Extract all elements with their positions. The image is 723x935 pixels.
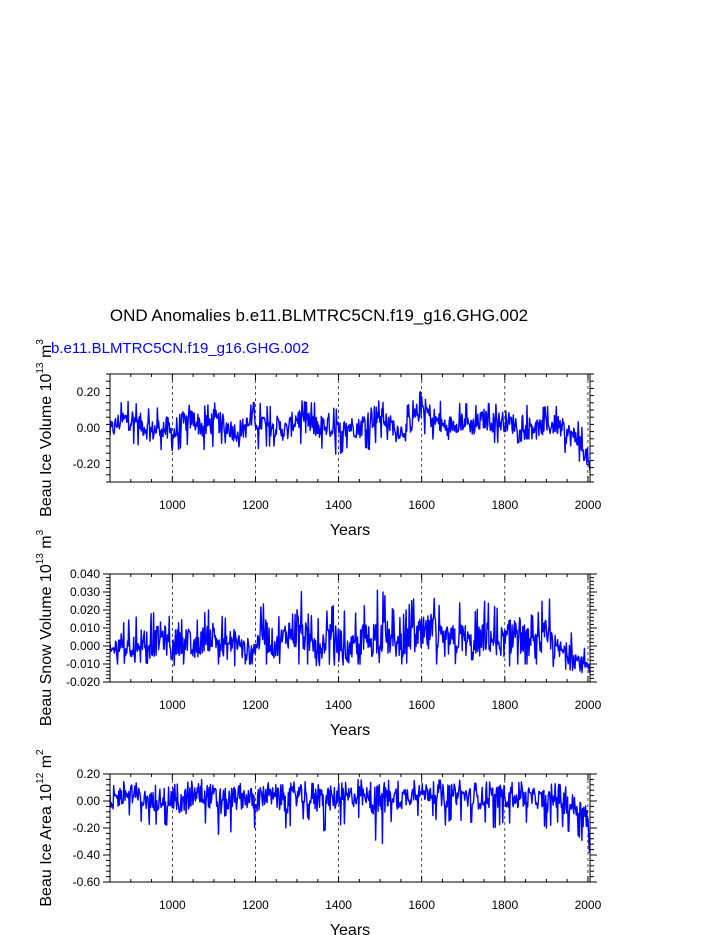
x-axis-label: Years [330, 922, 370, 935]
series-run-label: b.e11.BLMTRC5CN.f19_g16.GHG.002 [51, 340, 309, 357]
x-tick-label: 1800 [491, 498, 518, 512]
x-tick-label: 2000 [575, 498, 602, 512]
y-axis-label: Beau Snow Volume 1013 m3 [35, 529, 55, 726]
x-tick-label: 1400 [325, 498, 352, 512]
x-tick-label: 1200 [242, 698, 269, 712]
y-tick-label: -0.40 [73, 848, 101, 862]
x-tick-label: 1600 [408, 698, 435, 712]
y-axis-label: Beau Ice Volume 1013 m3 [35, 339, 55, 517]
plot-frame [109, 773, 591, 883]
figure-title: OND Anomalies b.e11.BLMTRC5CN.f19_g16.GH… [110, 306, 528, 325]
y-tick-label: 0.20 [77, 385, 101, 399]
y-tick-label: -0.010 [66, 657, 100, 671]
panel-snow-volume: 1000 1200 1400 1600 1800 2000 -0.020 -0.010 0.00… [35, 529, 602, 739]
y-axis-label: Beau Ice Area 1012 m2 [35, 749, 55, 907]
y-tick-label: 0.000 [70, 639, 100, 653]
x-tick-label: 1000 [159, 698, 186, 712]
y-tick-label: -0.20 [73, 457, 101, 471]
series-line [109, 589, 591, 674]
x-tick-label: 1200 [242, 498, 269, 512]
x-tick-label: 1400 [325, 898, 352, 912]
x-tick-label: 2000 [575, 898, 602, 912]
panel-ice-area: 1000 1200 1400 1600 1800 2000 -0.60 -0.40 -0.20 0… [35, 749, 602, 935]
x-axis-label: Years [330, 722, 370, 739]
x-tick-label: 1400 [325, 698, 352, 712]
y-tick-label: 0.040 [70, 567, 100, 581]
x-tick-label: 2000 [575, 698, 602, 712]
y-tick-label: 0.010 [70, 621, 100, 635]
y-tick-label: -0.60 [73, 875, 101, 889]
y-tick-label: 0.020 [70, 603, 100, 617]
x-axis-label: Years [330, 522, 370, 539]
plot-frame [109, 373, 591, 483]
series-line [109, 391, 591, 471]
x-tick-label: 1600 [408, 898, 435, 912]
y-tick-label: 0.00 [77, 794, 101, 808]
y-tick-label: 0.20 [77, 767, 101, 781]
x-tick-label: 1600 [408, 498, 435, 512]
y-tick-label: -0.20 [73, 821, 101, 835]
x-tick-label: 1000 [159, 898, 186, 912]
x-tick-label: 1800 [491, 698, 518, 712]
y-tick-label: -0.020 [66, 675, 100, 689]
x-tick-label: 1800 [491, 898, 518, 912]
x-tick-label: 1200 [242, 898, 269, 912]
y-tick-label: 0.00 [77, 421, 101, 435]
series-line [109, 778, 591, 853]
y-tick-label: 0.030 [70, 585, 100, 599]
panel-ice-volume: 1000 1200 1400 1600 1800 2000 -0.20 0.00 0.20 Yea… [35, 339, 602, 539]
x-tick-label: 1000 [159, 498, 186, 512]
